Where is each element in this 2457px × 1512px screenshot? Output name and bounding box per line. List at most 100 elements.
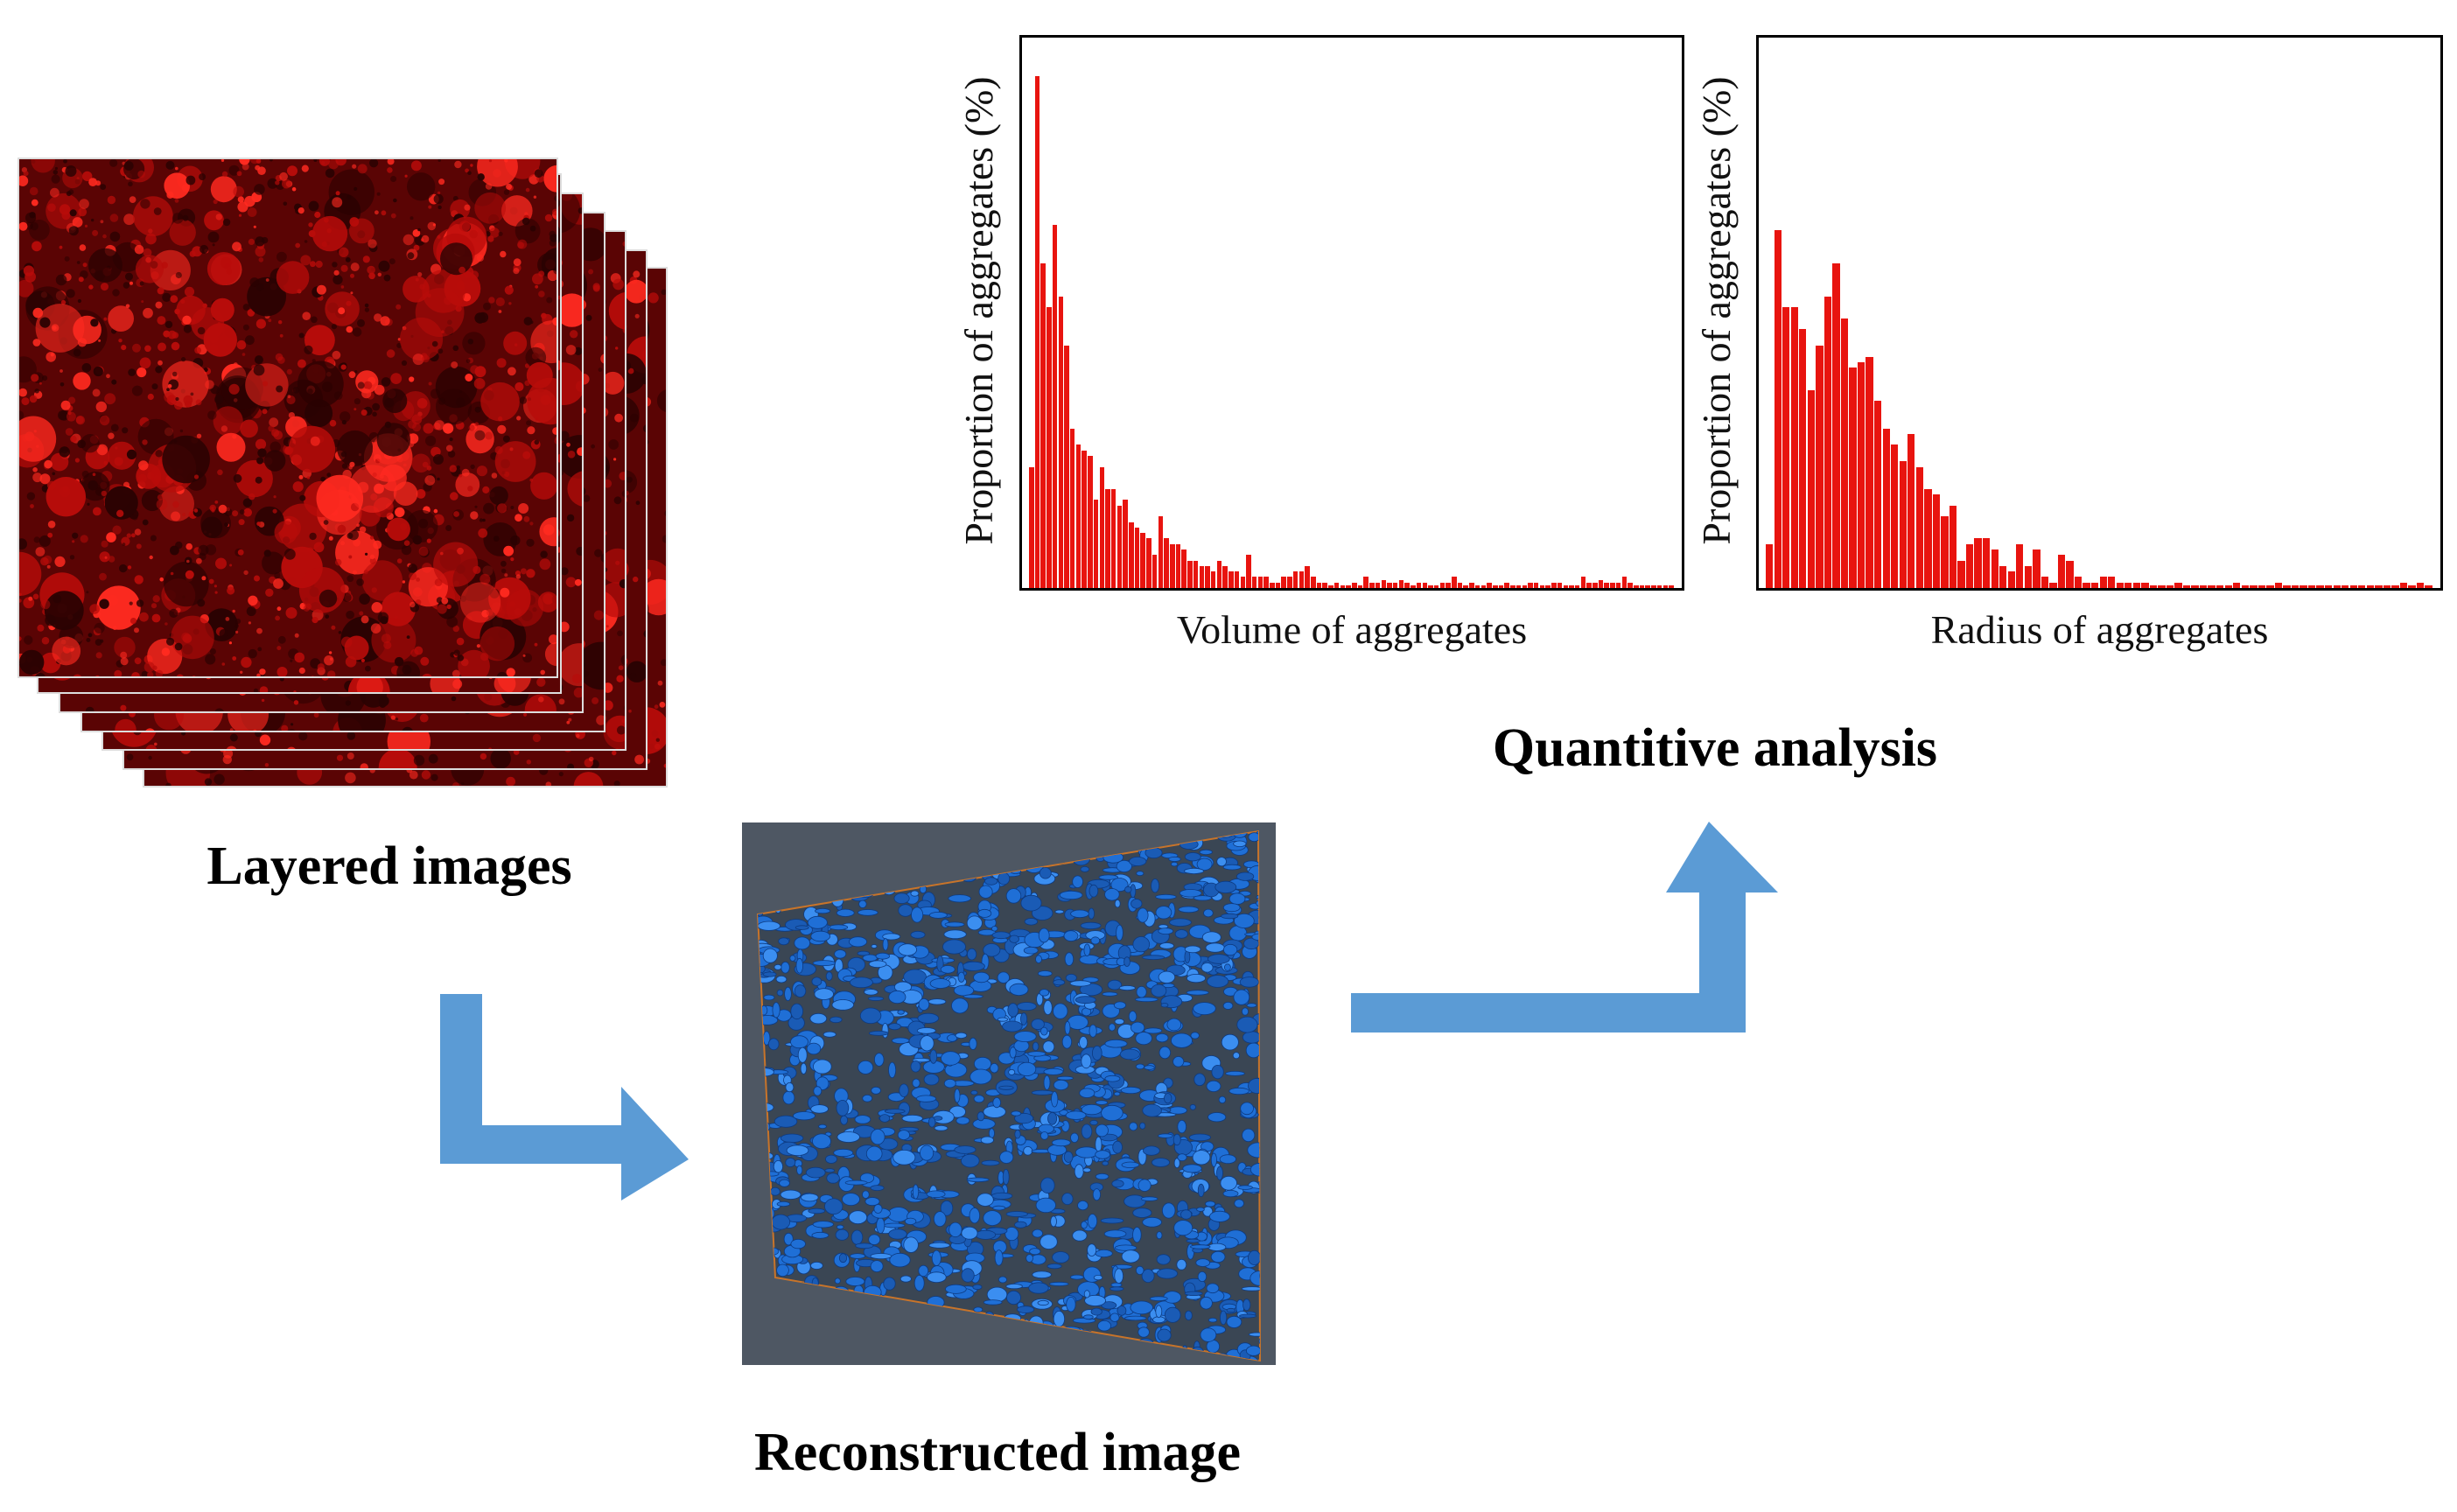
- caption-layered-images: Layered images: [206, 836, 572, 896]
- radius-bar-2: [1774, 230, 1782, 588]
- volume-bar-6: [1058, 296, 1064, 588]
- volume-bar-22: [1152, 555, 1158, 588]
- radius-bar-31: [2016, 543, 2024, 588]
- radius-bar-71: [2349, 584, 2357, 588]
- volume-bar-103: [1628, 582, 1633, 588]
- radius-bar-70: [2342, 584, 2349, 588]
- volume-bar-32: [1210, 571, 1216, 588]
- volume-bar-84: [1516, 584, 1522, 588]
- volume-bar-85: [1522, 584, 1528, 588]
- volume-bar-55: [1346, 584, 1351, 588]
- volume-bar-96: [1586, 582, 1592, 588]
- volume-bar-104: [1634, 584, 1639, 588]
- radius-bar-1: [1766, 543, 1774, 588]
- volume-bar-12: [1093, 500, 1099, 588]
- radius-bar-48: [2158, 584, 2166, 588]
- radius-bar-4: [1790, 307, 1798, 588]
- volume-bar-35: [1228, 571, 1234, 588]
- volume-bar-53: [1334, 582, 1340, 588]
- volume-bar-92: [1563, 584, 1569, 588]
- chart2-y-axis-label: Proportion of aggregates (%): [1694, 76, 1739, 545]
- radius-bar-3: [1782, 307, 1790, 588]
- radius-bar-19: [1915, 466, 1923, 588]
- volume-bar-43: [1275, 582, 1281, 588]
- radius-bar-79: [2416, 582, 2425, 588]
- volume-bar-38: [1246, 555, 1251, 588]
- volume-bar-45: [1287, 577, 1292, 588]
- volume-bar-107: [1651, 584, 1656, 588]
- volume-bar-67: [1416, 582, 1422, 588]
- chart2-plot-area: [1766, 38, 2433, 588]
- volume-bar-62: [1387, 582, 1392, 588]
- radius-bar-28: [1991, 549, 1998, 588]
- volume-bar-63: [1392, 582, 1398, 588]
- radius-bar-77: [2399, 582, 2408, 588]
- volume-bar-52: [1328, 584, 1334, 588]
- volume-bar-78: [1480, 584, 1487, 588]
- volume-bar-60: [1375, 582, 1381, 588]
- volume-bar-36: [1234, 571, 1240, 588]
- image-slice-front: [18, 158, 558, 678]
- volume-bar-10: [1082, 450, 1087, 588]
- radius-bar-6: [1807, 389, 1816, 588]
- volume-bar-14: [1105, 488, 1110, 588]
- volume-bar-88: [1539, 584, 1545, 588]
- radius-bar-67: [2316, 584, 2324, 588]
- volume-bar-109: [1662, 584, 1669, 588]
- volume-bar-99: [1604, 582, 1609, 588]
- volume-bar-30: [1199, 565, 1205, 588]
- radius-bar-15: [1882, 428, 1890, 588]
- volume-bar-8: [1069, 428, 1075, 588]
- volume-bar-106: [1645, 584, 1650, 588]
- volume-bar-77: [1474, 584, 1480, 588]
- radius-bar-8: [1824, 296, 1832, 588]
- radius-bar-65: [2300, 584, 2307, 588]
- radius-bar-23: [1949, 505, 1957, 588]
- radius-bar-57: [2233, 582, 2241, 588]
- radius-bar-37: [2066, 560, 2074, 588]
- arrow-right-up-icon: [1351, 822, 1778, 1032]
- volume-bar-7: [1064, 346, 1069, 588]
- radius-bar-32: [2024, 565, 2032, 588]
- radius-bar-12: [1857, 362, 1866, 588]
- volume-bar-9: [1075, 444, 1082, 588]
- radius-bar-36: [2057, 555, 2066, 588]
- volume-bar-17: [1123, 500, 1128, 588]
- radius-bar-38: [2074, 577, 2082, 588]
- volume-bar-90: [1551, 582, 1557, 588]
- radius-bar-34: [2040, 577, 2049, 588]
- volume-bar-91: [1557, 582, 1563, 588]
- radius-bar-80: [2425, 584, 2432, 588]
- radius-bar-29: [1999, 565, 2007, 588]
- caption-quantitative-analysis: Quantitive analysis: [1492, 718, 1938, 778]
- volume-bar-69: [1428, 584, 1433, 588]
- volume-bar-31: [1205, 565, 1210, 588]
- volume-bar-71: [1439, 582, 1446, 588]
- radius-bar-35: [2049, 582, 2057, 588]
- volume-bar-26: [1175, 543, 1181, 588]
- volume-bar-97: [1592, 582, 1598, 588]
- radius-bar-54: [2208, 584, 2216, 588]
- volume-bar-49: [1311, 577, 1316, 588]
- volume-bar-34: [1222, 565, 1228, 588]
- radius-bar-63: [2283, 584, 2291, 588]
- radius-bar-56: [2224, 584, 2232, 588]
- volume-bar-72: [1446, 582, 1451, 588]
- volume-bar-5: [1052, 224, 1058, 588]
- volume-bar-94: [1574, 584, 1580, 588]
- volume-bar-2: [1034, 76, 1040, 588]
- radius-bar-42: [2108, 577, 2116, 588]
- volume-bar-50: [1316, 582, 1322, 588]
- chart1-plot-area: [1029, 38, 1675, 588]
- volume-bar-82: [1504, 582, 1509, 588]
- volume-bar-68: [1422, 582, 1427, 588]
- volume-bar-100: [1610, 582, 1615, 588]
- volume-bar-16: [1116, 505, 1123, 588]
- radius-bar-74: [2375, 584, 2383, 588]
- volume-bar-75: [1463, 584, 1468, 588]
- radius-bar-53: [2199, 584, 2208, 588]
- volume-bar-64: [1398, 579, 1404, 588]
- radius-bar-27: [1982, 538, 1991, 588]
- radius-bar-46: [2141, 582, 2149, 588]
- volume-bar-42: [1270, 582, 1275, 588]
